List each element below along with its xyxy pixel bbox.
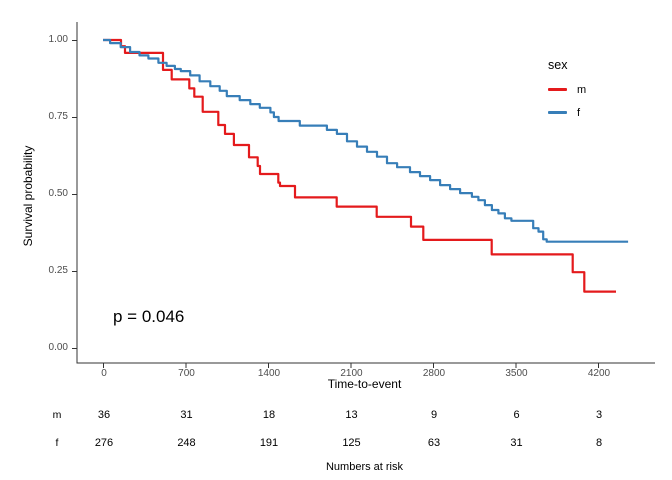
risk-count-m: 3 <box>595 409 603 421</box>
x-axis-title: Time-to-event <box>327 377 402 391</box>
risk-count-m: 36 <box>97 409 111 421</box>
risk-count-m: 9 <box>430 409 438 421</box>
risk-table-title: Numbers at risk <box>325 461 404 473</box>
risk-count-f: 63 <box>427 437 441 449</box>
risk-count-m: 6 <box>513 409 520 421</box>
x-tick-label: 700 <box>178 368 195 379</box>
risk-count-f: 276 <box>94 437 114 449</box>
y-tick-label: 0.75 <box>48 111 68 122</box>
y-axis-title: Survival probability <box>21 145 35 247</box>
x-tick-label: 0 <box>101 368 107 379</box>
risk-count-m: 31 <box>180 409 193 421</box>
risk-count-m: 18 <box>262 409 276 421</box>
risk-count-f: 191 <box>259 437 279 449</box>
legend-label-f: f <box>577 107 581 119</box>
y-tick-label: 0.50 <box>48 188 68 199</box>
p-value-annotation: p = 0.046 <box>113 307 185 326</box>
y-tick-label: 0.00 <box>48 342 68 353</box>
risk-count-f: 8 <box>595 437 603 449</box>
risk-count-m: 13 <box>345 409 358 421</box>
survival-curve-m <box>103 38 616 293</box>
y-tick-marks <box>72 40 77 349</box>
x-tick-label: 2100 <box>340 368 363 379</box>
legend-line-f <box>548 111 567 114</box>
x-tick-label: 4200 <box>587 368 611 379</box>
risk-count-f: 125 <box>342 437 361 449</box>
y-tick-label: 1.00 <box>48 34 68 45</box>
x-tick-label: 3500 <box>505 368 528 379</box>
x-tick-label: 1400 <box>257 368 281 379</box>
x-tick-label: 2800 <box>422 368 446 379</box>
risk-row-label-m: m <box>52 409 62 421</box>
legend-label-m: m <box>577 84 587 96</box>
survival-curve-f <box>103 38 629 243</box>
legend-title: sex <box>548 58 568 72</box>
y-tick-label: 0.25 <box>48 265 68 276</box>
risk-row-label-f: f <box>55 437 59 449</box>
x-tick-marks <box>103 363 599 368</box>
legend-line-m <box>548 88 567 91</box>
risk-count-f: 31 <box>510 437 523 449</box>
risk-count-f: 248 <box>177 437 196 449</box>
